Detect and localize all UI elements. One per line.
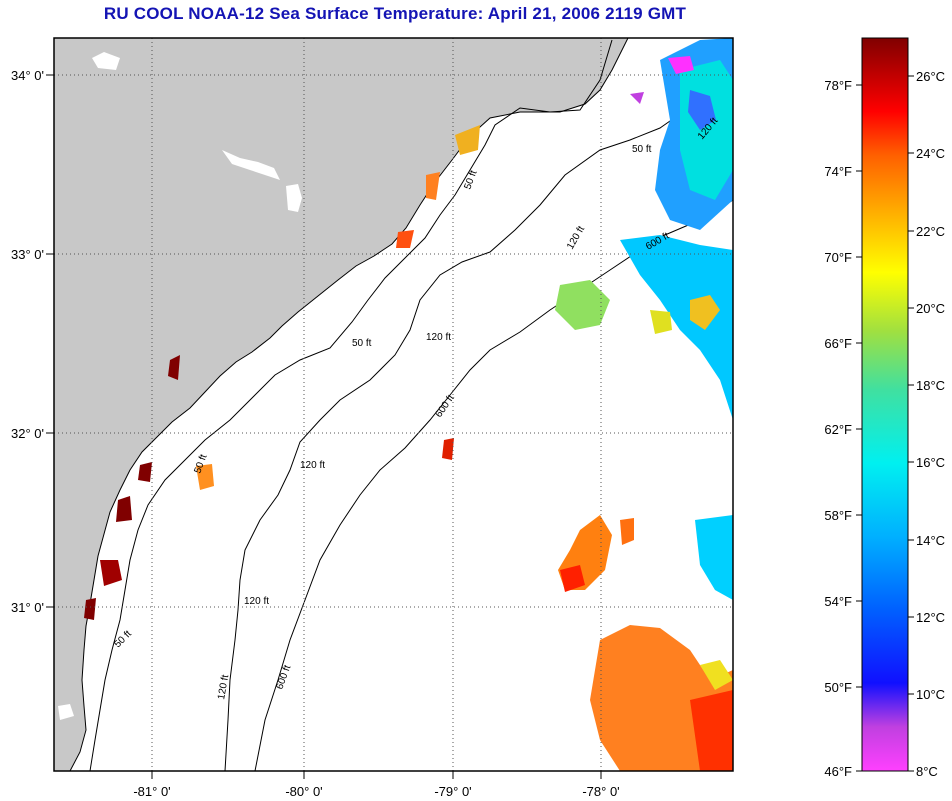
colorbar-f-label: 70°F [824, 250, 852, 265]
colorbar-f-label: 50°F [824, 680, 852, 695]
colorbar-c-label: 14°C [916, 533, 945, 548]
sst-patches [84, 38, 733, 771]
colorbar-f-label: 78°F [824, 78, 852, 93]
lat-label: 32° 0' [11, 426, 44, 441]
lon-label: -81° 0' [133, 784, 170, 799]
colorbar-c-label: 16°C [916, 455, 945, 470]
lake [222, 150, 280, 180]
lake [92, 52, 120, 70]
lat-label: 34° 0' [11, 68, 44, 83]
colorbar-c-label: 18°C [916, 378, 945, 393]
colorbar-c-label: 22°C [916, 224, 945, 239]
contour-label: 120 ft [426, 332, 451, 343]
lake [58, 704, 74, 720]
colorbar-c-label: 26°C [916, 69, 945, 84]
axis-ticks [46, 74, 602, 779]
contour-label: 50 ft [632, 144, 652, 155]
lon-label: -79° 0' [434, 784, 471, 799]
colorbar [861, 37, 909, 772]
contour-label: 120 ft [216, 674, 231, 701]
lake [286, 184, 302, 212]
colorbar-f-label: 54°F [824, 594, 852, 609]
colorbar-ticks [856, 75, 914, 772]
land-area [54, 38, 629, 771]
contour-label: 120 ft [300, 460, 325, 471]
colorbar-c-label: 8°C [916, 764, 938, 779]
colorbar-f-label: 46°F [824, 764, 852, 779]
lon-label: -78° 0' [582, 784, 619, 799]
contour-label: 120 ft [244, 596, 269, 607]
colorbar-f-label: 62°F [824, 422, 852, 437]
colorbar-c-label: 10°C [916, 687, 945, 702]
depth-contours [89, 39, 733, 771]
colorbar-f-label: 66°F [824, 336, 852, 351]
lon-label: -80° 0' [285, 784, 322, 799]
colorbar-f-label: 74°F [824, 164, 852, 179]
colorbar-f-label: 58°F [824, 508, 852, 523]
contour-label: 50 ft [352, 338, 372, 349]
lat-label: 31° 0' [11, 600, 44, 615]
colorbar-c-label: 20°C [916, 301, 945, 316]
colorbar-c-label: 24°C [916, 146, 945, 161]
map-frame [53, 37, 734, 772]
lat-label: 33° 0' [11, 247, 44, 262]
colorbar-c-label: 12°C [916, 610, 945, 625]
map-title: RU COOL NOAA-12 Sea Surface Temperature:… [103, 4, 687, 23]
